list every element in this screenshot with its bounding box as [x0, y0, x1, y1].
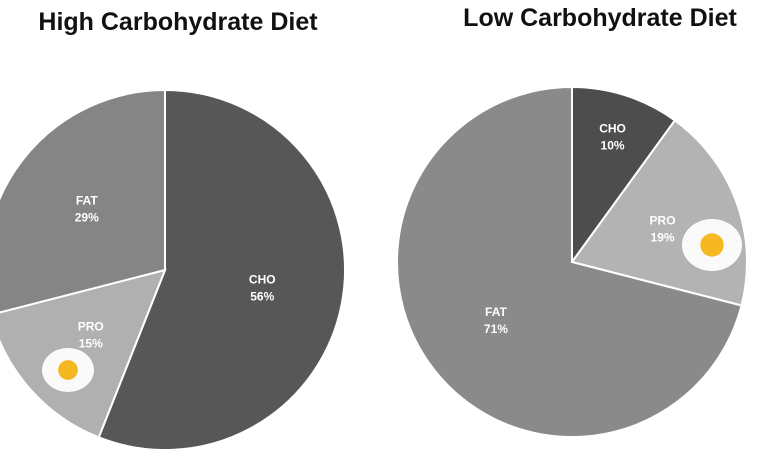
slice-label: 56%	[250, 290, 274, 304]
slice-label: 19%	[651, 231, 675, 245]
chart-title: Low Carbohydrate Diet	[463, 4, 737, 32]
slice-label: 29%	[75, 210, 99, 224]
pie-slice	[571, 85, 677, 266]
slice-category: CHO	[599, 121, 626, 135]
slice-category: PRO	[78, 320, 104, 334]
egg-yolk	[700, 233, 724, 257]
slice-category: FAT	[76, 193, 98, 207]
slice-label: 15%	[79, 337, 103, 351]
slice-category: PRO	[650, 214, 676, 228]
slice-category: CHO	[249, 273, 276, 287]
egg-yolk	[58, 360, 78, 380]
slice-label: 71%	[484, 322, 508, 336]
slice-category: FAT	[485, 305, 507, 319]
pie-slice	[396, 85, 743, 438]
pie-slice	[0, 88, 166, 314]
chart-title: High Carbohydrate Diet	[38, 8, 318, 36]
slice-label: 10%	[601, 138, 625, 152]
